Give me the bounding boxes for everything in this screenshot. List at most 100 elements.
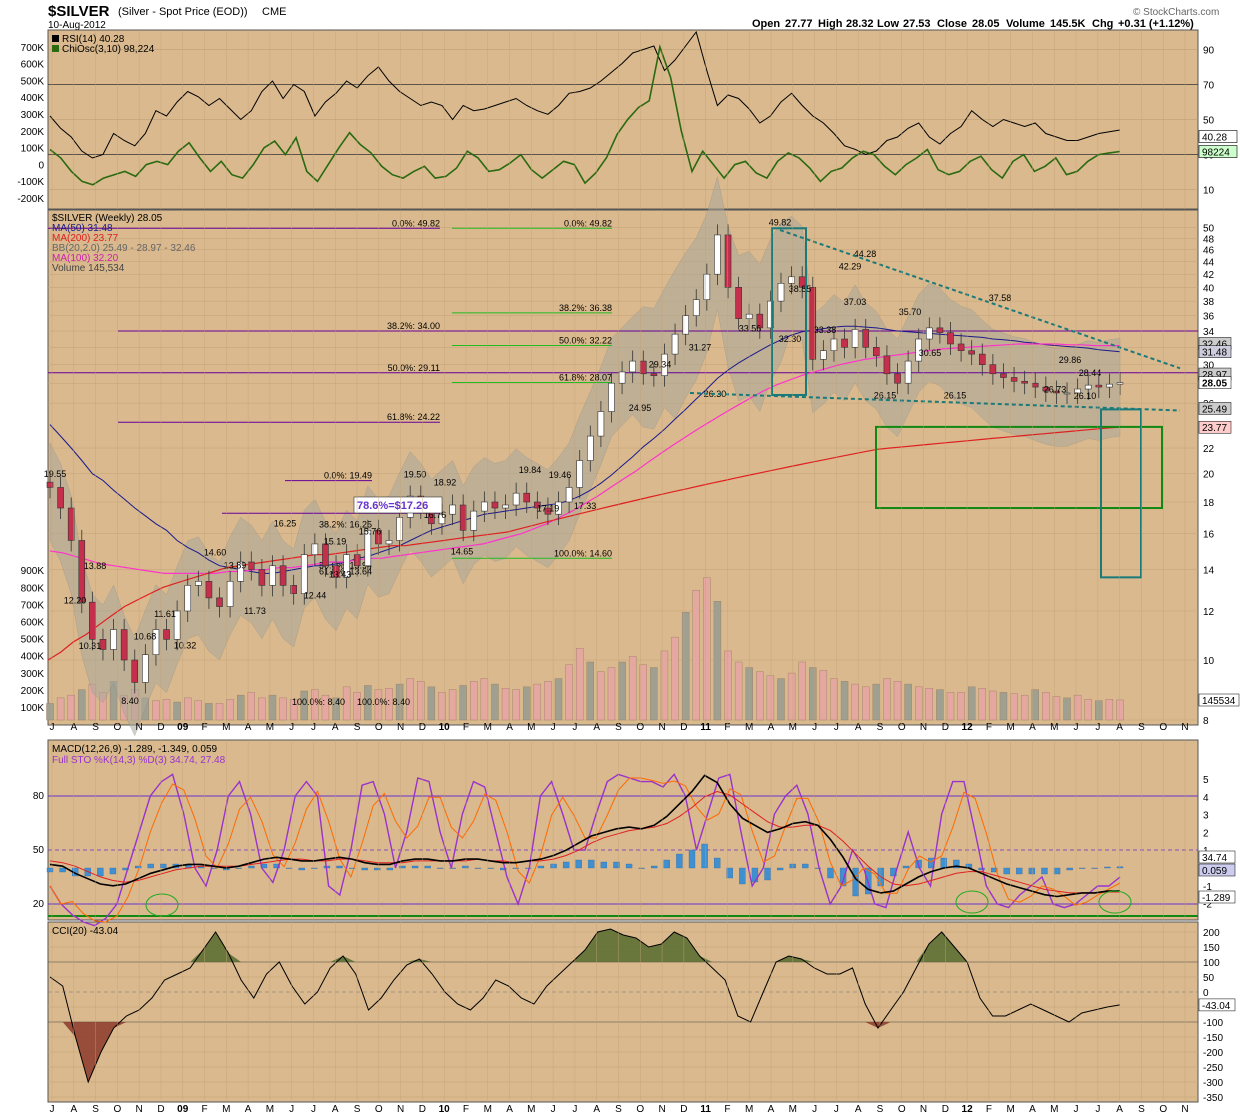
volume-bar (268, 694, 277, 721)
macd-histogram-bar (122, 867, 129, 871)
volume-bar (607, 667, 616, 721)
candle-body (385, 540, 393, 545)
candle-body (820, 350, 827, 360)
price-last-value: 32.46 (1202, 339, 1227, 350)
price-last-value: 25.49 (1202, 404, 1227, 415)
price-label: 44.28 (854, 249, 877, 259)
volume-bar (978, 688, 986, 721)
candle-body (1042, 386, 1050, 392)
chiosc-tick-label: 0 (38, 160, 44, 171)
x-tick-label: J (1095, 1104, 1100, 1115)
fib-label: 61.8%: 24.22 (387, 412, 440, 422)
x-tick-label: J (289, 722, 294, 733)
x-tick-label: J (834, 1104, 839, 1115)
candle-body (735, 287, 742, 319)
volume-tick-label: 600K (21, 618, 45, 629)
candle-body (205, 581, 213, 599)
x-axis: J J A A S S O O N N D D 09 09 F F M M A A M M J J J J A A S S O O N N D D 10… (50, 30, 1189, 1115)
volume-bar (56, 697, 65, 721)
price-last-value: 28.97 (1202, 370, 1227, 381)
volume-tick-label: 700K (21, 600, 45, 611)
macd-histogram-bar (625, 863, 633, 869)
macd-tick-label: 3 (1203, 811, 1209, 822)
price-panel: 8101214161820222628303234363840424446485… (21, 176, 1240, 737)
price-label: 16.76 (424, 510, 447, 520)
price-label: 33.38 (814, 325, 837, 335)
macd-last-value: 34.74 (1202, 853, 1227, 864)
x-tick-label: O (1159, 1104, 1167, 1115)
x-tick-label: S (615, 1104, 622, 1115)
cci-tick-label: -350 (1203, 1093, 1223, 1104)
candle-body (714, 234, 721, 275)
sto-legend-text: Full STO %K(14,3) %D(3) 34.74, 27.48 (52, 755, 226, 766)
candle-body (851, 329, 859, 348)
fib-label: 61.8%: 28.07 (559, 373, 612, 383)
volume-bar (470, 681, 478, 721)
x-tick-label: D (680, 722, 687, 733)
candle-body (216, 597, 223, 607)
x-tick-label: O (898, 722, 906, 733)
volume-bar (766, 675, 775, 721)
x-tick-label: A (593, 722, 600, 733)
volume-bar (893, 681, 902, 721)
candle-body (184, 585, 192, 612)
volume-bar (491, 683, 499, 721)
sto-d-line (49, 777, 1121, 923)
macd-histogram-bar (1116, 866, 1124, 869)
price-tick-label: 44 (1203, 258, 1215, 269)
volume-bar (205, 703, 213, 721)
x-tick-label: 11 (700, 722, 711, 733)
macd-histogram-bar (437, 867, 444, 869)
candle-body (89, 601, 96, 640)
ma50-legend: MA(50) 31.48 (52, 223, 113, 234)
volume-bar (734, 661, 743, 721)
macd-histogram-bar (1066, 867, 1073, 871)
candle-body (692, 299, 700, 316)
x-tick-label: M (789, 1104, 797, 1115)
candle-body (195, 581, 202, 586)
x-tick-label: J (289, 1104, 294, 1115)
macd-histogram-bar (751, 867, 759, 883)
volume-bar (681, 612, 690, 721)
price-label: 33.56 (739, 324, 762, 334)
chiosc-line (49, 43, 1121, 186)
macd-line (49, 774, 1121, 898)
fib-label: 38.2%: 16.25 (319, 519, 372, 529)
candle-body (1053, 390, 1060, 394)
candle-body (1063, 392, 1071, 395)
macd-histogram-bar (160, 863, 167, 869)
macd-histogram-bar (59, 867, 66, 873)
watermark: © StockCharts.com (1133, 7, 1219, 18)
price-label: 26.10 (1074, 391, 1097, 401)
price-label: 11.73 (244, 606, 266, 616)
macd-last-value: 0.059 (1202, 866, 1227, 877)
price-label: 10.68 (134, 631, 157, 641)
x-tick-label: S (354, 1104, 361, 1115)
candle-body (269, 565, 276, 586)
candle-body (978, 353, 986, 365)
fib-label: 0.0%: 49.82 (392, 218, 440, 228)
candle-body (703, 273, 711, 300)
candle-body (989, 364, 997, 375)
macd-panel-bg (47, 739, 1199, 921)
macd-histogram-bar (1003, 867, 1010, 875)
x-tick-label: J (572, 1104, 577, 1115)
candle-body (300, 554, 308, 594)
candle-body (650, 373, 658, 376)
x-tick-label: M (527, 1104, 535, 1115)
volume-bar (1095, 700, 1103, 721)
candle-body (608, 382, 615, 412)
x-tick-label: M (789, 722, 797, 733)
macd-last-box (1198, 890, 1236, 904)
volume-bar (777, 678, 785, 721)
volume-bar (904, 683, 912, 721)
x-tick-label: J (551, 1104, 556, 1115)
candle-body (936, 327, 944, 333)
target-zone-box (875, 425, 1163, 510)
x-tick-label: S (92, 1104, 99, 1115)
candle-body (788, 276, 795, 284)
volume-bar (671, 636, 679, 721)
volume-legend: Volume 145,534 (52, 263, 125, 274)
macd-histogram-bar (575, 859, 582, 869)
x-tick-label: M (1050, 722, 1058, 733)
